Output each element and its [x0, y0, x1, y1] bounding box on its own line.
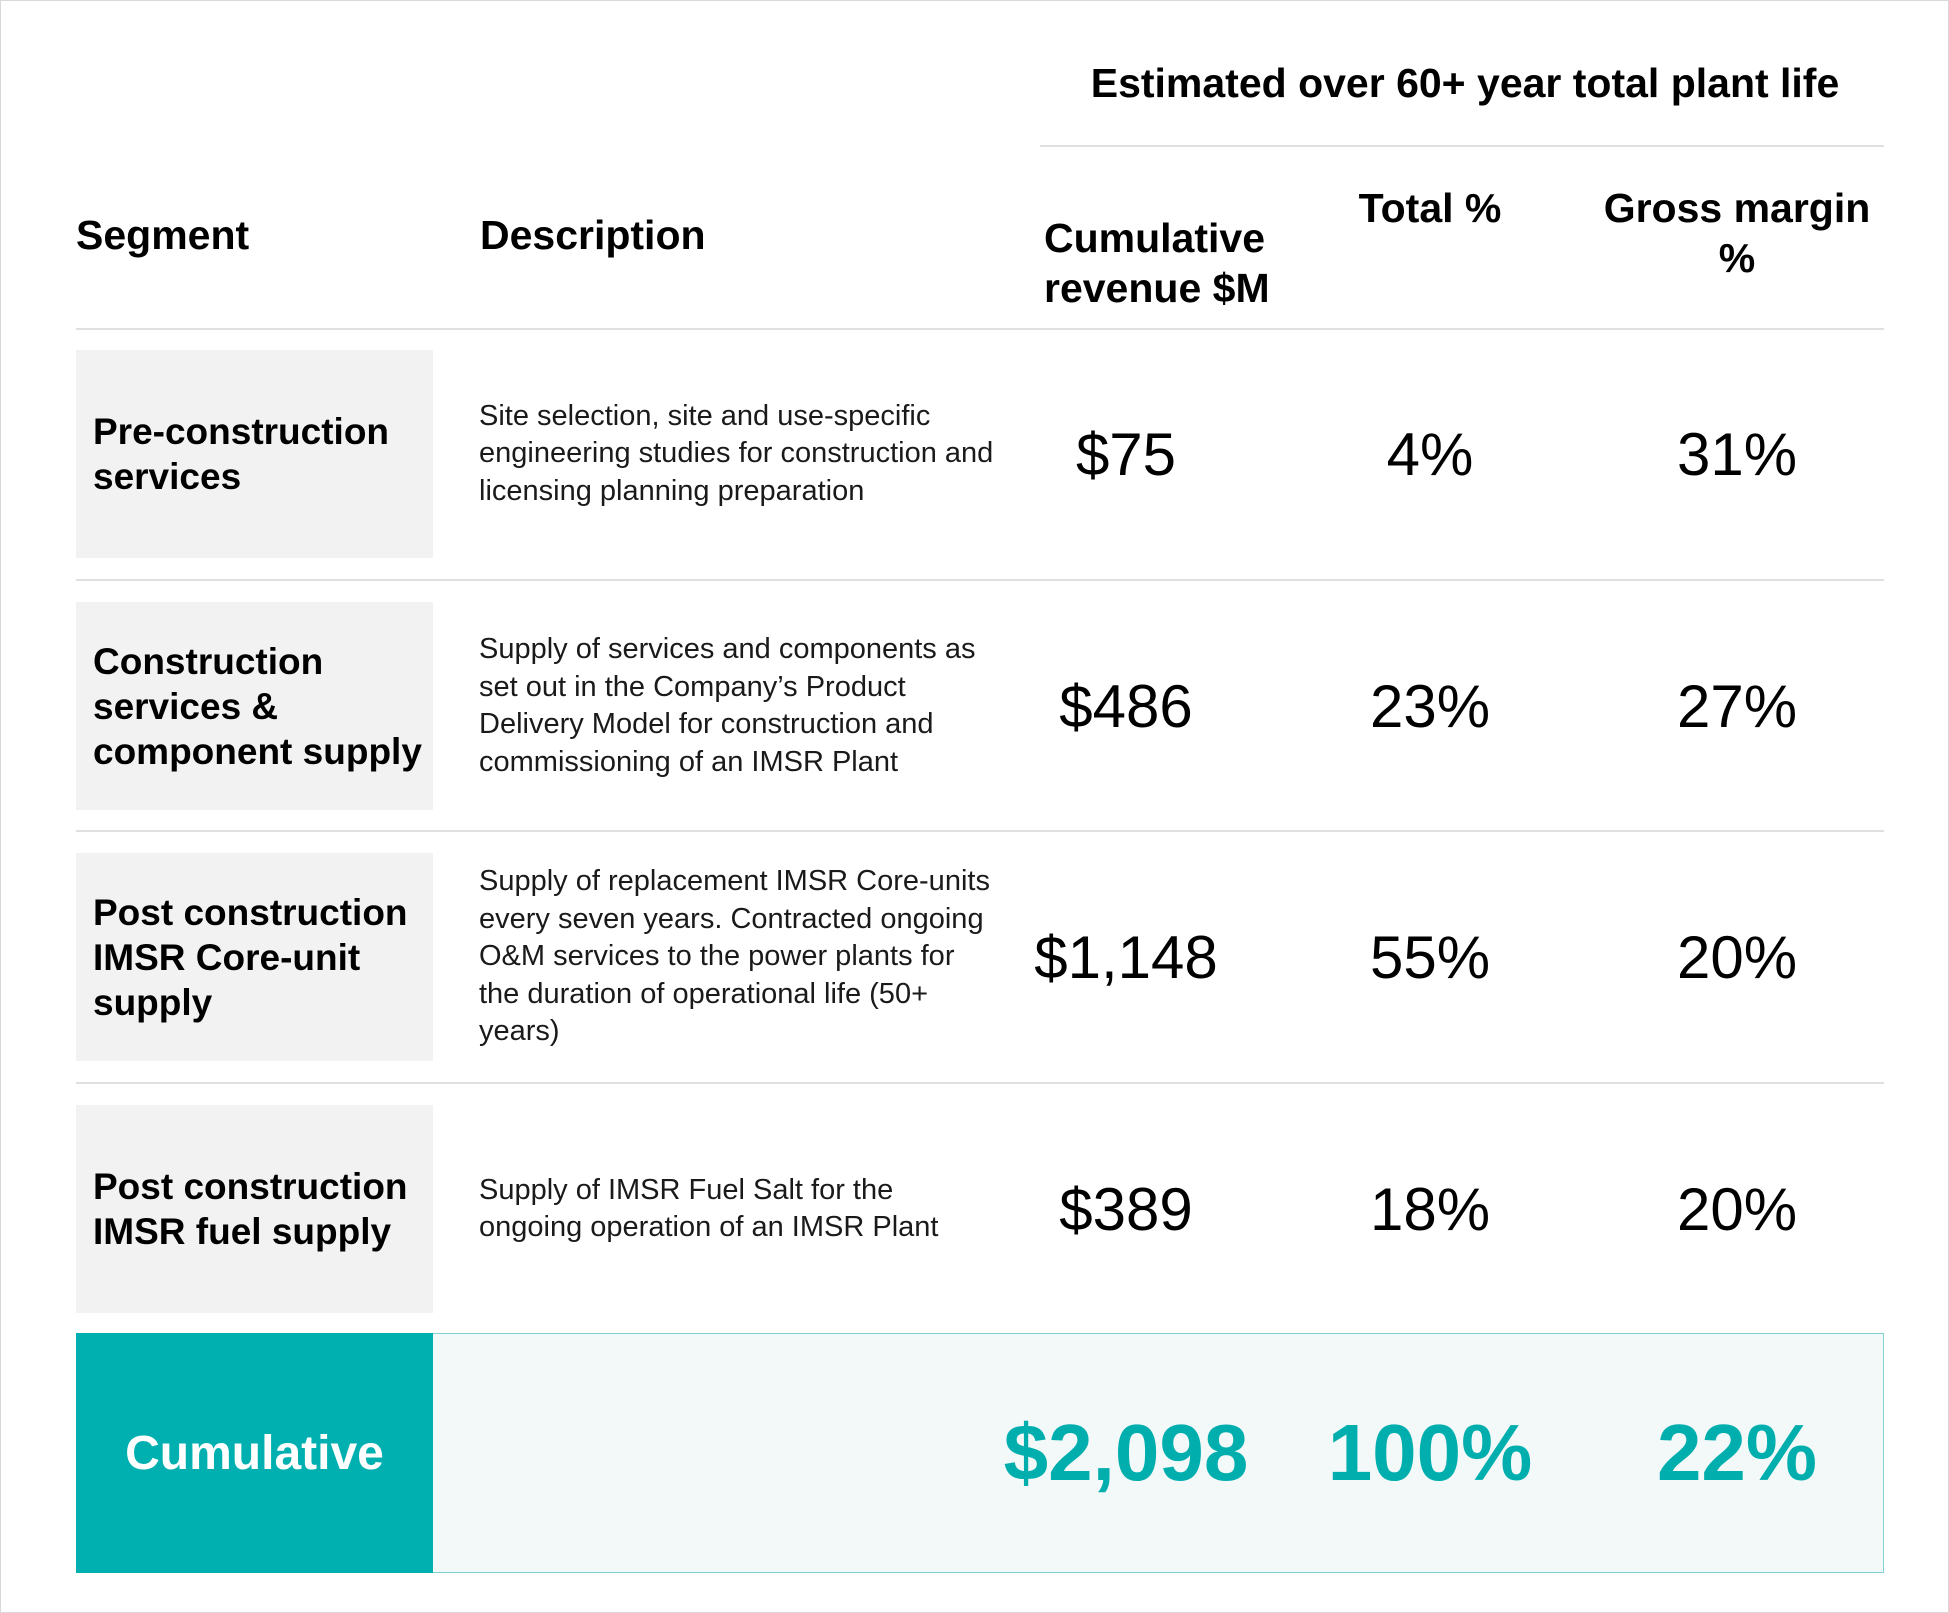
segment-cell: Post construction IMSR fuel supply — [76, 1105, 433, 1313]
revenue-value: $75 — [1075, 420, 1177, 488]
row-divider — [76, 1082, 1884, 1084]
gross-margin-value: 31% — [1676, 420, 1798, 488]
total-percent-value: 4% — [1386, 420, 1474, 488]
gross-margin-value: 20% — [1676, 923, 1798, 991]
segment-cell: Pre-construction services — [76, 350, 433, 558]
revenue-value: $486 — [1059, 672, 1193, 740]
total-percent-value: 55% — [1369, 923, 1491, 991]
segment-cell: Construction services & component supply — [76, 602, 433, 810]
description-cell: Supply of services and components as set… — [479, 602, 999, 810]
row-divider — [76, 579, 1884, 581]
segment-label: Pre-construction services — [93, 411, 390, 497]
total-percent-value: 23% — [1369, 672, 1491, 740]
cumulative-panel — [433, 1333, 1884, 1573]
description-cell: Site selection, site and use-specific en… — [479, 350, 999, 558]
segment-label: Post construction IMSR fuel supply — [93, 1166, 408, 1252]
segment-cell: Post construction IMSR Core-unit supply — [76, 853, 433, 1061]
description-text: Supply of services and components as set… — [479, 633, 976, 778]
description-cell: Supply of replacement IMSR Core-units ev… — [479, 853, 999, 1061]
revenue-value: $1,148 — [1034, 923, 1218, 991]
column-header-segment: Segment — [76, 212, 250, 258]
cumulative-revenue-value: $2,098 — [1003, 1408, 1249, 1497]
gross-margin-value: 27% — [1676, 672, 1798, 740]
row-divider — [76, 830, 1884, 832]
column-header-total: Total % — [1358, 185, 1502, 231]
total-percent-value: 18% — [1369, 1175, 1491, 1243]
header-divider — [76, 328, 1884, 330]
segment-label: Post construction IMSR Core-unit supply — [93, 891, 408, 1023]
column-header-revenue: Cumulative revenue $M — [1044, 215, 1270, 311]
column-header-description: Description — [480, 212, 706, 258]
description-text: Supply of replacement IMSR Core-units ev… — [479, 865, 990, 1048]
description-cell: Supply of IMSR Fuel Salt for the ongoing… — [479, 1105, 999, 1313]
segment-label: Construction services & component supply — [93, 640, 422, 772]
revenue-value: $389 — [1059, 1175, 1193, 1243]
super-header-title: Estimated over 60+ year total plant life — [1090, 60, 1840, 106]
super-header-divider — [1040, 145, 1884, 147]
gross-margin-value: 20% — [1676, 1175, 1798, 1243]
cumulative-gross-margin-value: 22% — [1656, 1408, 1818, 1497]
description-text: Site selection, site and use-specific en… — [479, 399, 994, 507]
description-text: Supply of IMSR Fuel Salt for the ongoing… — [479, 1173, 939, 1244]
column-header-margin: Gross margin % — [1603, 185, 1871, 281]
cumulative-label: Cumulative — [76, 1333, 433, 1573]
cumulative-total-percent-value: 100% — [1327, 1408, 1533, 1497]
